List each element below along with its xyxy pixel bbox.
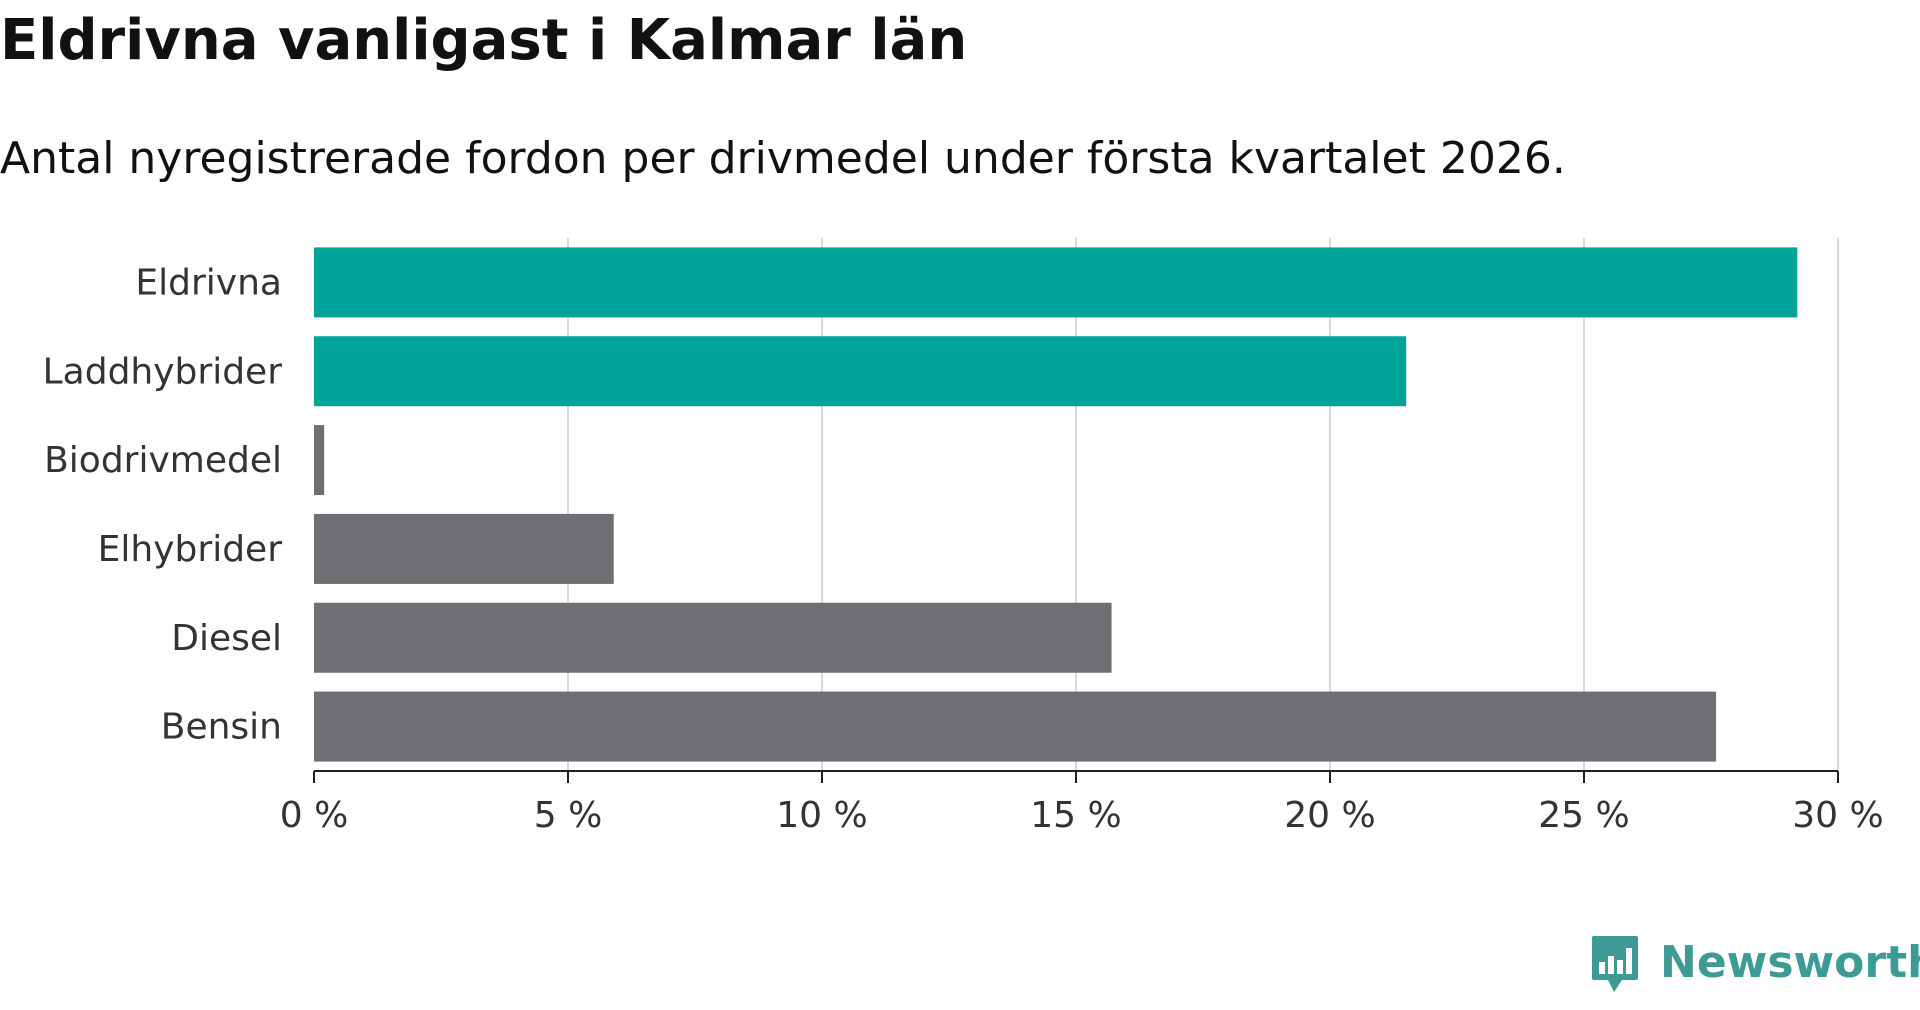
category-label: Biodrivmedel (44, 440, 282, 481)
category-label: Elhybrider (98, 529, 283, 570)
bar-bensin (314, 691, 1717, 762)
bar-laddhybrider (314, 336, 1407, 407)
brand-logo: Newsworthy (1590, 930, 1920, 1010)
newsworthy-logo-icon (1592, 936, 1638, 992)
x-tick-label: 5 % (534, 795, 603, 836)
bar-eldrivna (314, 247, 1798, 318)
category-label: Eldrivna (135, 262, 282, 303)
chart-title: Eldrivna vanligast i Kalmar län (0, 8, 968, 73)
bar-diesel (314, 602, 1112, 673)
bar-biodrivmedel (314, 425, 325, 496)
x-tick-label: 25 % (1538, 795, 1629, 836)
x-tick-label: 10 % (776, 795, 867, 836)
x-tick-label: 20 % (1284, 795, 1375, 836)
chart-subtitle: Antal nyregistrerade fordon per drivmede… (0, 133, 1566, 184)
category-label: Laddhybrider (43, 351, 283, 392)
x-tick-label: 30 % (1792, 795, 1883, 836)
bar-elhybrider (314, 513, 614, 584)
category-label: Bensin (161, 707, 282, 748)
x-tick-label: 15 % (1030, 795, 1121, 836)
x-tick-label: 0 % (280, 795, 349, 836)
category-label: Diesel (171, 618, 282, 659)
bar-chart: Eldrivna Laddhybrider Biodrivmedel Elhybrid… (43, 238, 1884, 836)
brand-name: Newsworthy (1660, 937, 1920, 988)
